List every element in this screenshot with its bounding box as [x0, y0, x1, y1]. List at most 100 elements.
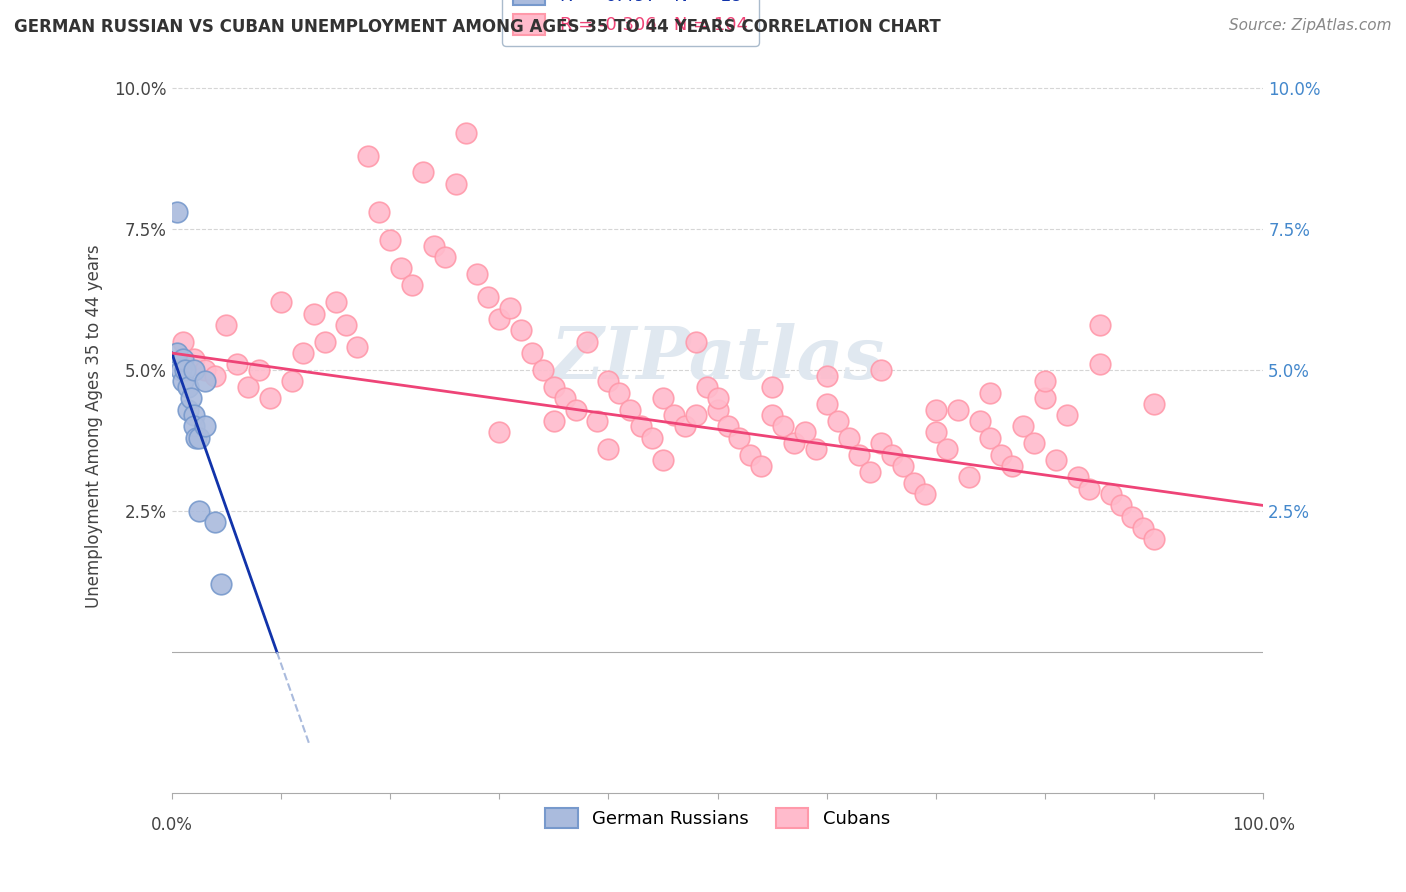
Point [630, 419, 652, 434]
Point [259, 391, 281, 405]
Point [793, 425, 815, 439]
Point [531, 363, 554, 377]
Point [368, 205, 391, 219]
Point [685, 408, 707, 422]
Point [238, 380, 260, 394]
Point [685, 334, 707, 349]
Y-axis label: Unemployment Among Ages 35 to 44 years: Unemployment Among Ages 35 to 44 years [86, 244, 103, 608]
Point [1045, 453, 1067, 467]
Point [346, 340, 368, 354]
Point [990, 448, 1012, 462]
Point [209, 577, 232, 591]
Point [488, 425, 510, 439]
Point [673, 419, 696, 434]
Point [422, 239, 444, 253]
Point [510, 324, 533, 338]
Point [1033, 391, 1056, 405]
Point [357, 148, 380, 162]
Point [177, 380, 200, 394]
Point [740, 448, 762, 462]
Point [903, 475, 925, 490]
Point [314, 334, 336, 349]
Point [378, 233, 401, 247]
Point [188, 504, 211, 518]
Point [925, 402, 948, 417]
Point [1067, 470, 1090, 484]
Point [554, 391, 576, 405]
Point [183, 351, 205, 366]
Point [226, 357, 249, 371]
Point [815, 397, 838, 411]
Point [827, 414, 849, 428]
Point [935, 442, 957, 456]
Point [761, 408, 783, 422]
Point [166, 205, 188, 219]
Point [749, 458, 772, 473]
Text: GERMAN RUSSIAN VS CUBAN UNEMPLOYMENT AMONG AGES 35 TO 44 YEARS CORRELATION CHART: GERMAN RUSSIAN VS CUBAN UNEMPLOYMENT AMO… [14, 18, 941, 36]
Point [183, 419, 205, 434]
Point [193, 374, 215, 388]
Point [1088, 357, 1111, 371]
Point [325, 295, 347, 310]
Point [172, 351, 194, 366]
Point [1077, 482, 1099, 496]
Point [804, 442, 827, 456]
Point [1001, 458, 1024, 473]
Point [467, 267, 489, 281]
Point [838, 431, 860, 445]
Point [1022, 436, 1045, 450]
Point [706, 402, 728, 417]
Point [183, 408, 205, 422]
Point [1012, 419, 1035, 434]
Point [520, 346, 543, 360]
Point [291, 346, 314, 360]
Point [183, 363, 205, 377]
Point [979, 385, 1001, 400]
Point [335, 318, 357, 332]
Point [215, 318, 238, 332]
Point [706, 391, 728, 405]
Point [412, 165, 434, 179]
Point [1111, 499, 1133, 513]
Point [188, 431, 211, 445]
Point [433, 250, 456, 264]
Point [783, 436, 806, 450]
Point [184, 431, 207, 445]
Point [1099, 487, 1122, 501]
Point [870, 436, 893, 450]
Point [607, 385, 630, 400]
Point [914, 487, 936, 501]
Point [456, 126, 478, 140]
Point [882, 448, 904, 462]
Point [302, 307, 325, 321]
Point [204, 516, 226, 530]
Point [543, 380, 565, 394]
Point [166, 346, 188, 360]
Point [499, 301, 522, 315]
Point [870, 363, 893, 377]
Text: Source: ZipAtlas.com: Source: ZipAtlas.com [1229, 18, 1392, 33]
Point [848, 448, 870, 462]
Text: 100.0%: 100.0% [1232, 816, 1295, 834]
Point [717, 419, 740, 434]
Point [389, 261, 412, 276]
Point [564, 402, 586, 417]
Point [652, 453, 675, 467]
Point [180, 391, 202, 405]
Legend: German Russians, Cubans: German Russians, Cubans [538, 800, 897, 836]
Point [815, 368, 838, 383]
Point [177, 402, 200, 417]
Point [193, 363, 215, 377]
Point [598, 374, 620, 388]
Point [652, 391, 675, 405]
Point [444, 177, 467, 191]
Point [173, 363, 195, 377]
Point [969, 414, 991, 428]
Point [1033, 374, 1056, 388]
Point [859, 465, 882, 479]
Point [619, 402, 641, 417]
Point [488, 312, 510, 326]
Point [696, 380, 718, 394]
Point [543, 414, 565, 428]
Point [1056, 408, 1078, 422]
